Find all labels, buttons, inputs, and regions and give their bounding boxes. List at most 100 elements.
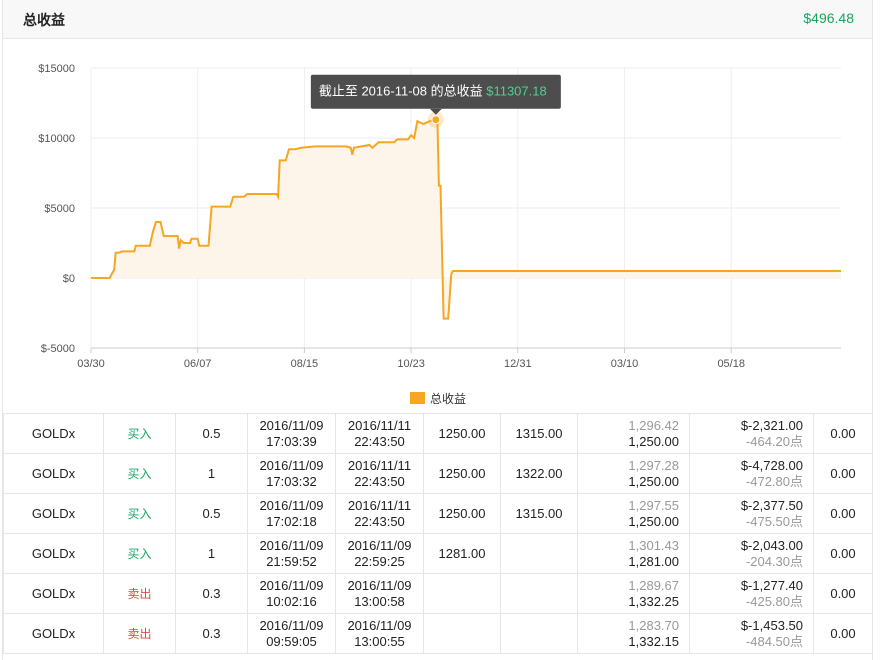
panel-title: 总收益 <box>23 12 65 28</box>
tooltip-text: 截止至 2016-11-08 的总收益 $11307.18 <box>319 84 547 99</box>
fee-cell: 0.00 <box>813 573 873 614</box>
open-time-cell: 2016/11/09 10:02:16 <box>247 573 336 614</box>
profit-cell: $-2,377.50 -475.50点 <box>689 493 814 534</box>
cell-lots: 1 <box>207 545 216 561</box>
x-tick-label: 03/10 <box>611 358 639 370</box>
close-time-cell: 2016/11/09 22:59:25 <box>335 533 424 574</box>
y-axis: $15000 $10000 $5000 $0 $-5000 <box>38 63 75 355</box>
y-tick-label: $15000 <box>38 63 75 75</box>
cell-tp: 1322.00 <box>515 465 563 481</box>
cell-close_time: 22:59:25 <box>354 553 405 569</box>
stop-loss-cell <box>423 573 501 614</box>
cell-close_time: 13:00:55 <box>354 633 405 649</box>
symbol-cell: GOLDx <box>3 533 104 574</box>
profit-cell: $-4,728.00 -472.80点 <box>689 453 814 494</box>
side-cell: 卖出 <box>103 613 176 654</box>
profit-amount: $-4,728.00 <box>740 457 803 473</box>
side-label: 买入 <box>127 546 152 561</box>
fee-cell: 0.00 <box>813 493 873 534</box>
cell-close_time: 13:00:58 <box>354 593 405 609</box>
cell-open_time: 17:03:32 <box>266 473 317 489</box>
fee-cell: 0.00 <box>813 613 873 654</box>
close-time-cell: 2016/11/11 22:43:50 <box>335 453 424 494</box>
cell-symbol: GOLDx <box>31 585 76 601</box>
cell-tp: 1315.00 <box>515 505 563 521</box>
highlight-dot[interactable] <box>431 115 441 125</box>
highlight-point-marker <box>427 111 444 128</box>
profit-points: -425.80点 <box>745 593 803 609</box>
profit-points: -472.80点 <box>745 473 803 489</box>
side-label: 买入 <box>127 466 152 481</box>
price-cell: 1,296.42 1,250.00 <box>577 413 690 454</box>
cell-fee: 0.00 <box>830 465 856 481</box>
cell-open_time: 09:59:05 <box>266 633 317 649</box>
cell-close_date: 2016/11/11 <box>347 417 412 433</box>
side-cell: 买入 <box>103 533 176 574</box>
x-tick-label: 08/15 <box>291 358 319 370</box>
close-price: 1,250.00 <box>628 513 679 529</box>
side-cell: 买入 <box>103 453 176 494</box>
cell-close_time: 22:43:50 <box>354 513 405 529</box>
cell-open_time: 17:03:39 <box>266 433 317 449</box>
cell-sl: 1281.00 <box>438 545 486 561</box>
y-tick-label: $0 <box>63 273 75 285</box>
cell-tp: 1315.00 <box>515 425 563 441</box>
cell-lots: 0.5 <box>202 425 221 441</box>
profit-amount: $-2,377.50 <box>740 497 803 513</box>
cell-lots: 0.5 <box>202 505 221 521</box>
cell-open_date: 2016/11/09 <box>259 537 324 553</box>
symbol-cell: GOLDx <box>3 453 104 494</box>
x-tick-label: 10/23 <box>397 358 425 370</box>
side-label: 买入 <box>127 426 152 441</box>
lots-cell: 0.5 <box>175 413 248 454</box>
table-row: GOLDx 买入 0.5 2016/11/09 17:02:18 2016/11/11 22… <box>3 493 873 534</box>
profit-amount: $-1,453.50 <box>740 617 803 633</box>
profit-amount: $-2,043.00 <box>740 537 803 553</box>
close-price: 1,332.25 <box>628 593 679 609</box>
cell-open_date: 2016/11/09 <box>259 417 324 433</box>
table-row: GOLDx 卖出 0.3 2016/11/09 09:59:05 2016/11/09 13… <box>3 613 873 654</box>
cell-close_time: 22:43:50 <box>354 433 405 449</box>
symbol-cell: GOLDx <box>3 413 104 454</box>
profit-points: -464.20点 <box>745 433 803 449</box>
stop-loss-cell: 1250.00 <box>423 453 501 494</box>
take-profit-cell <box>500 613 578 654</box>
cell-close_date: 2016/11/09 <box>347 617 412 633</box>
total-profit-panel: 总收益 $496.48 $15000 $10000 $5000 $0 $-5000 03… <box>2 0 873 660</box>
profit-area-fill <box>91 119 841 319</box>
price-cell: 1,297.55 1,250.00 <box>577 493 690 534</box>
side-label: 卖出 <box>127 586 152 601</box>
take-profit-cell: 1315.00 <box>500 413 578 454</box>
symbol-cell: GOLDx <box>3 613 104 654</box>
x-tick-label: 05/18 <box>717 358 745 370</box>
cell-open_time: 10:02:16 <box>266 593 317 609</box>
take-profit-cell: 1315.00 <box>500 493 578 534</box>
y-tick-label: $-5000 <box>41 343 75 355</box>
stop-loss-cell: 1250.00 <box>423 413 501 454</box>
x-axis: 03/30 06/07 08/15 10/23 12/31 03/10 05/18 <box>77 347 841 370</box>
profit-chart[interactable]: $15000 $10000 $5000 $0 $-5000 03/30 06/07 08/1… <box>3 38 872 413</box>
open-price: 1,296.42 <box>628 417 679 433</box>
cell-open_date: 2016/11/09 <box>259 497 324 513</box>
close-price: 1,332.15 <box>628 633 679 649</box>
open-price: 1,297.28 <box>628 457 679 473</box>
lots-cell: 0.3 <box>175 613 248 654</box>
profit-cell: $-2,043.00 -204.30点 <box>689 533 814 574</box>
trades-table: GOLDx 买入 0.5 2016/11/09 17:03:39 2016/11/11 22… <box>3 413 873 654</box>
chart-legend[interactable]: 总收益 <box>410 392 466 406</box>
legend-swatch <box>410 392 425 404</box>
table-row: GOLDx 买入 1 2016/11/09 17:03:32 2016/11/11 22:4… <box>3 453 873 494</box>
take-profit-cell: 1322.00 <box>500 453 578 494</box>
open-time-cell: 2016/11/09 09:59:05 <box>247 613 336 654</box>
lots-cell: 1 <box>175 453 248 494</box>
price-cell: 1,301.43 1,281.00 <box>577 533 690 574</box>
tooltip-value: $11307.18 <box>486 84 546 99</box>
x-tick-label: 06/07 <box>184 358 212 370</box>
x-tick-label: 12/31 <box>504 358 532 370</box>
close-time-cell: 2016/11/11 22:43:50 <box>335 493 424 534</box>
cell-fee: 0.00 <box>830 625 856 641</box>
side-label: 卖出 <box>127 626 152 641</box>
cell-close_time: 22:43:50 <box>354 473 405 489</box>
lots-cell: 0.3 <box>175 573 248 614</box>
profit-points: -484.50点 <box>745 633 803 649</box>
